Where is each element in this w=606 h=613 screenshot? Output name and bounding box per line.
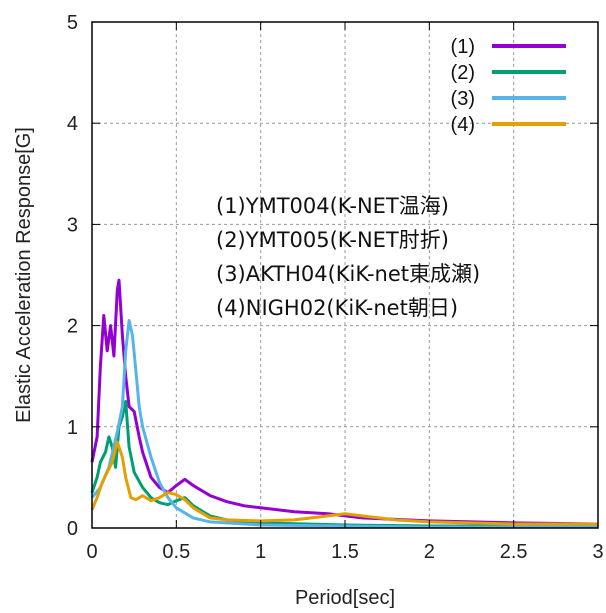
series-line-3 <box>90 319 598 529</box>
series-line-4 <box>90 440 598 526</box>
legend: (1) (2) (3) (4) <box>451 36 566 136</box>
y-tick-label: 5 <box>67 12 78 34</box>
annotation-line: (4)NIGH02(KiK-net朝日) <box>216 296 458 320</box>
legend-label: (1) <box>451 36 475 58</box>
y-axis-label: Elastic Acceleration Response[G] <box>13 127 35 423</box>
y-tick-label: 1 <box>67 417 78 439</box>
tick-layer: 0 0.5 1 1.5 2 2.5 3 0 1 2 3 4 5 <box>67 12 604 563</box>
grid <box>92 22 598 528</box>
x-tick-label: 1 <box>255 541 266 563</box>
series-line-1 <box>90 278 599 526</box>
annotation-line: (1)YMT004(K-NET温海) <box>216 194 449 218</box>
y-tick-label: 4 <box>67 113 78 135</box>
y-tick-label: 3 <box>67 214 78 236</box>
x-tick-label: 0.5 <box>162 541 190 563</box>
x-tick-label: 2 <box>424 541 435 563</box>
y-tick-label: 0 <box>67 518 78 540</box>
annotation-line: (2)YMT005(K-NET肘折) <box>216 228 449 252</box>
y-tick-label: 2 <box>67 316 78 338</box>
x-tick-label: 0 <box>86 541 97 563</box>
series-layer <box>90 278 599 529</box>
annotation-line: (3)AKTH04(KiK-net東成瀬) <box>216 262 480 286</box>
annotation-box: (1)YMT004(K-NET温海) (2)YMT005(K-NET肘折) (3)A… <box>216 194 480 320</box>
legend-label: (3) <box>451 88 475 110</box>
x-tick-label: 1.5 <box>331 541 359 563</box>
x-axis-label: Period[sec] <box>295 587 395 609</box>
legend-label: (4) <box>451 114 475 136</box>
legend-label: (2) <box>451 62 475 84</box>
x-tick-label: 2.5 <box>500 541 528 563</box>
x-tick-label: 3 <box>592 541 603 563</box>
